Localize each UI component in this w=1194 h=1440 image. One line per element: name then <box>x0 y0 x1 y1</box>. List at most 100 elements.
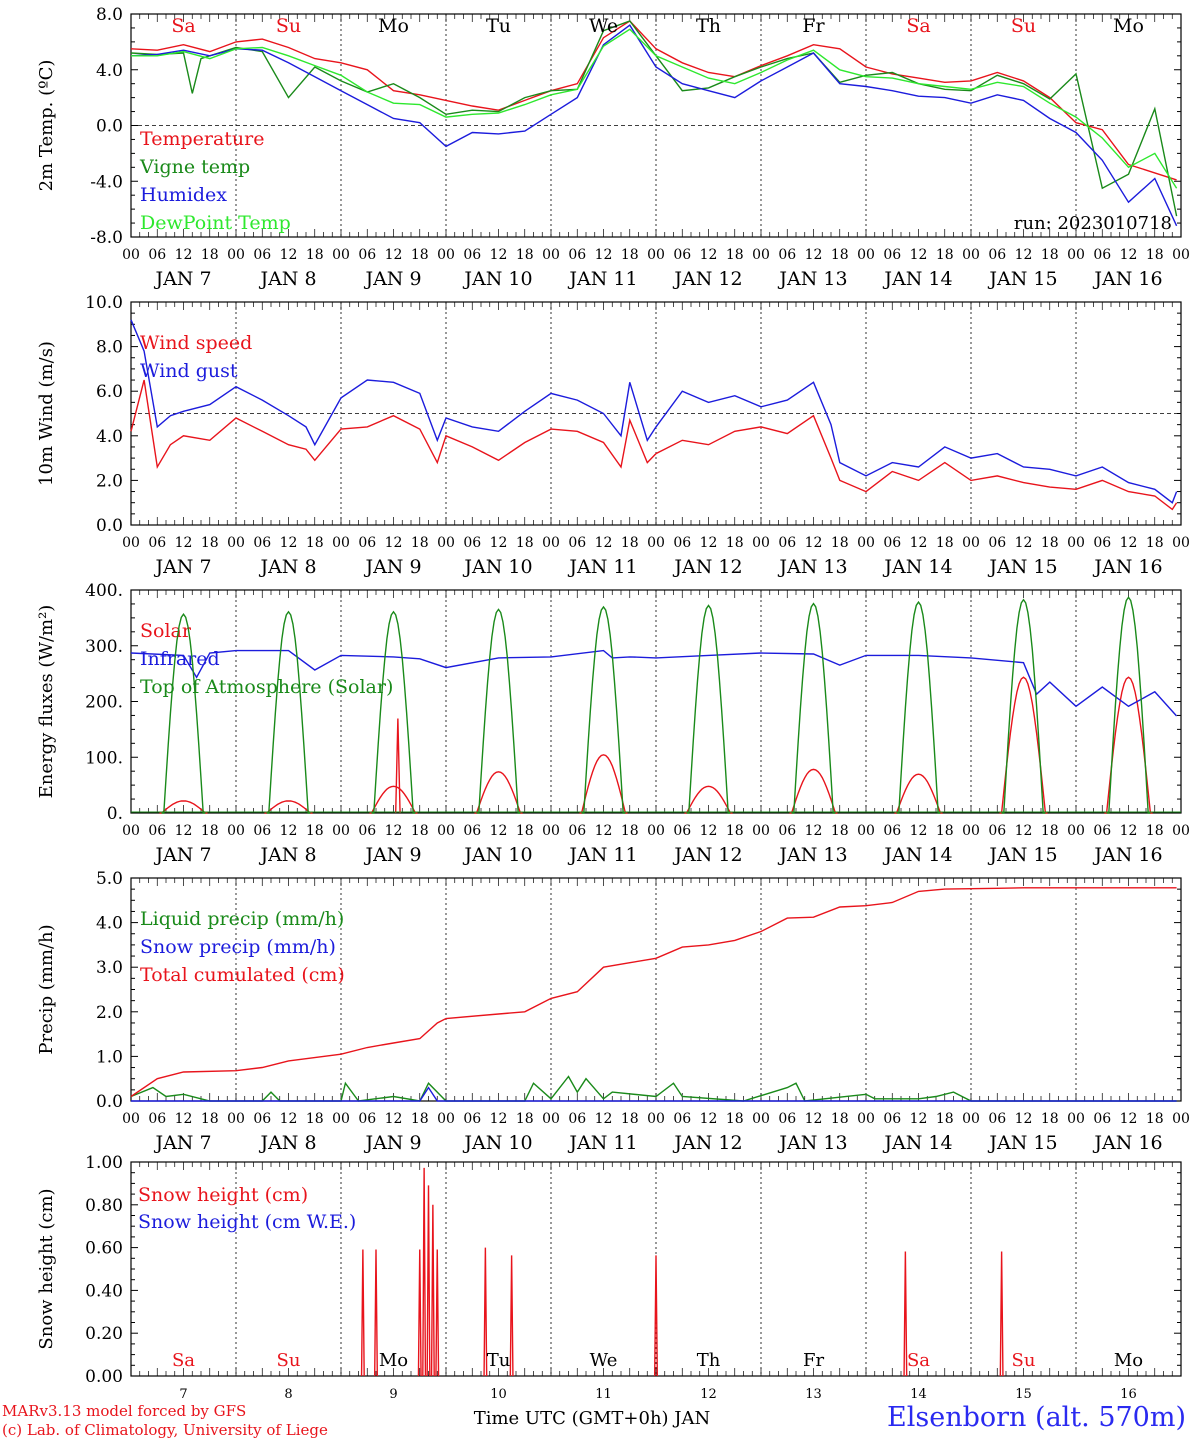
snow-spike <box>999 1251 1004 1377</box>
x-hour-label: 18 <box>201 1111 219 1127</box>
x-hour-label: 12 <box>280 1111 298 1127</box>
x-hour-label: 00 <box>752 535 770 551</box>
x-hour-label: 00 <box>1172 1111 1190 1127</box>
x-date-label: JAN 9 <box>363 1132 421 1154</box>
x-date-label: JAN 13 <box>777 1132 847 1154</box>
y-tick-label: 4.0 <box>96 61 123 81</box>
x-date-label: JAN 15 <box>987 268 1057 290</box>
y-tick-label: 4.0 <box>96 427 123 447</box>
x-date-label: JAN 10 <box>462 556 532 578</box>
x-hour-label: 12 <box>175 823 193 839</box>
x-hour-label: 06 <box>988 823 1006 839</box>
x-date-label: JAN 12 <box>672 844 742 866</box>
x-hour-label: 12 <box>700 823 718 839</box>
weekday-label: Su <box>1012 1350 1036 1371</box>
x-hour-label: 12 <box>595 535 613 551</box>
x-hour-label: 06 <box>358 1111 376 1127</box>
x-hour-label: 12 <box>175 535 193 551</box>
legend-entry: Snow precip (mm/h) <box>140 936 336 958</box>
x-hour-label: 18 <box>411 823 429 839</box>
x-hour-label: 00 <box>1172 247 1190 263</box>
x-hour-label: 12 <box>490 247 508 263</box>
x-hour-label: 06 <box>253 247 271 263</box>
series-line <box>130 20 1177 181</box>
x-hour-label: 18 <box>411 247 429 263</box>
flux-peak <box>371 610 416 814</box>
panel-1: 8.0 4.0 0.0 -4.0 -8.0 2m Temp. (ºC) 00 06 12 18 00… <box>36 5 1190 290</box>
y-axis-label: Energy fluxes (W/m²) <box>36 605 57 799</box>
snow-spike <box>483 1247 488 1377</box>
weekday-label: We <box>589 15 618 37</box>
x-hour-label: 06 <box>778 535 796 551</box>
x-hour-label: 12 <box>1120 247 1138 263</box>
x-hour-label: 18 <box>1146 823 1164 839</box>
x-hour-label: 18 <box>621 1111 639 1127</box>
x-hour-label: 12 <box>1015 535 1033 551</box>
x-hour-label: 12 <box>805 823 823 839</box>
legend-entry: Wind gust <box>140 360 238 382</box>
weekday-label: Tu <box>486 15 511 37</box>
x-hour-label: 18 <box>621 823 639 839</box>
y-tick-label: 3.0 <box>96 958 123 978</box>
y-tick-label: -8.0 <box>90 228 123 248</box>
x-date-label: JAN 11 <box>567 1132 637 1154</box>
x-hour-label: 18 <box>1146 247 1164 263</box>
snow-spike <box>653 1255 659 1377</box>
x-hour-label: 12 <box>1120 1111 1138 1127</box>
x-hour-label: 18 <box>516 823 534 839</box>
flux-peak <box>686 604 731 814</box>
x-hour-label: 00 <box>227 823 245 839</box>
legend-entry: Temperature <box>140 128 264 150</box>
x-hour-label: 06 <box>1093 823 1111 839</box>
flux-peak <box>896 600 941 814</box>
x-hour-label: 00 <box>1172 823 1190 839</box>
y-tick-label: 10.0 <box>85 293 123 313</box>
series-line <box>130 379 1178 511</box>
x-hour-label: 06 <box>253 823 271 839</box>
x-hour-label: 18 <box>621 247 639 263</box>
x-hour-label: 18 <box>306 823 324 839</box>
flux-peak <box>264 800 313 814</box>
x-hour-label: 06 <box>988 535 1006 551</box>
x-hour-label: 00 <box>437 535 455 551</box>
snow-spike <box>417 1249 422 1377</box>
weekday-label: Mo <box>1113 15 1144 37</box>
day-number-label: 16 <box>1120 1387 1137 1402</box>
legend-entry: Vigne temp <box>139 156 250 178</box>
x-hour-label: 00 <box>227 535 245 551</box>
x-hour-label: 00 <box>542 1111 560 1127</box>
weekday-label: Sa <box>172 1350 195 1371</box>
x-hour-label: 00 <box>542 247 560 263</box>
x-date-label: JAN 8 <box>258 1132 316 1154</box>
x-hour-label: 18 <box>516 1111 534 1127</box>
x-hour-label: 06 <box>358 823 376 839</box>
x-hour-label: 12 <box>1015 1111 1033 1127</box>
day-number-label: 9 <box>389 1387 397 1402</box>
x-hour-label: 12 <box>490 1111 508 1127</box>
x-hour-label: 06 <box>883 535 901 551</box>
y-tick-label: 8.0 <box>96 5 123 25</box>
legend-entry: Total cumulated (cm) <box>140 964 345 986</box>
x-hour-label: 18 <box>201 535 219 551</box>
x-hour-label: 12 <box>385 247 403 263</box>
x-hour-label: 12 <box>910 823 928 839</box>
x-hour-label: 06 <box>883 247 901 263</box>
x-hour-label: 06 <box>883 823 901 839</box>
snow-spike <box>430 1204 435 1377</box>
x-date-label: JAN 8 <box>258 268 316 290</box>
series-line <box>130 649 1178 717</box>
x-date-label: JAN 8 <box>258 844 316 866</box>
x-hour-label: 06 <box>988 247 1006 263</box>
weekday-label: Mo <box>379 1350 408 1371</box>
x-hour-label: 00 <box>437 823 455 839</box>
day-number-label: 8 <box>284 1387 292 1402</box>
series-line <box>130 887 1177 1098</box>
x-hour-label: 00 <box>1172 535 1190 551</box>
x-hour-label: 12 <box>385 823 403 839</box>
x-hour-label: 18 <box>201 247 219 263</box>
x-hour-label: 12 <box>700 1111 718 1127</box>
flux-peak <box>791 602 836 814</box>
x-hour-label: 00 <box>122 247 140 263</box>
weekday-label: Su <box>276 15 301 37</box>
